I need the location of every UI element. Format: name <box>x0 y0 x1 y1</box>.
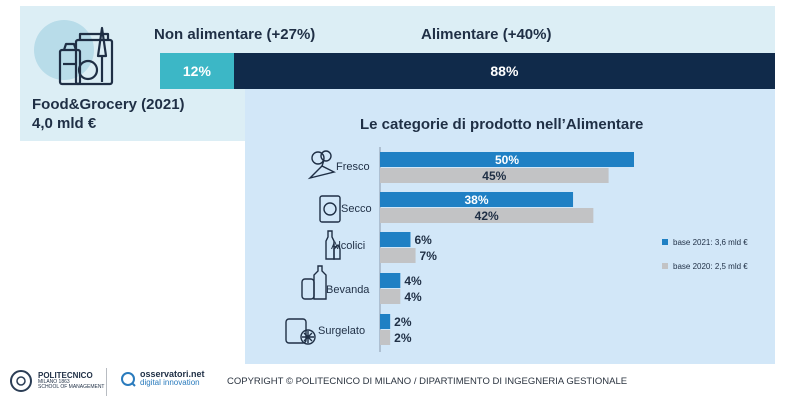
footer-divider-line <box>0 364 800 365</box>
value-label-2020-alcolici: 7% <box>420 249 438 263</box>
osservatori-mark-icon <box>121 371 136 387</box>
value-label-2020-fresco: 45% <box>482 169 506 183</box>
alimentare-label: Alimentare (+40%) <box>421 26 552 43</box>
polimi-seal-icon <box>10 370 32 392</box>
beverage-icon <box>301 265 327 300</box>
osservatori-name: osservatori.net <box>140 369 205 379</box>
legend-swatch-2021 <box>662 239 668 245</box>
polimi-name: POLITECNICO <box>38 371 93 380</box>
legend-item-2021: base 2021: 3,6 mld € <box>662 236 748 248</box>
polimi-logo: POLITECNICO MILANO 1863 SCHOOL OF MANAGE… <box>10 370 105 392</box>
packaged-food-icon <box>319 195 341 223</box>
legend-label-2020: base 2020: 2,5 mld € <box>673 261 748 271</box>
chart-legend: base 2021: 3,6 mld € base 2020: 2,5 mld … <box>662 236 748 284</box>
category-label-bevanda: Bevanda <box>326 284 370 296</box>
non-alimentare-label: Non alimentare (+27%) <box>154 26 316 43</box>
vegetables-icon <box>307 150 337 180</box>
copyright-text: COPYRIGHT © POLITECNICO DI MILANO / DIPA… <box>227 376 628 387</box>
frozen-food-icon <box>285 318 316 345</box>
non-alimentare-share: 12% <box>182 63 211 79</box>
bar-2020-fresco <box>380 168 609 183</box>
alimentare-share: 88% <box>490 63 519 79</box>
value-label-2021-fresco: 50% <box>495 153 519 167</box>
logo-divider <box>106 368 107 396</box>
bar-2021-alcolici <box>380 232 411 247</box>
osservatori-subtitle: digital innovation <box>140 378 200 387</box>
bar-2021-bevanda <box>380 273 401 288</box>
bottles-icon <box>325 230 341 260</box>
bar-2020-surgelato <box>380 330 391 345</box>
bar-2020-bevanda <box>380 289 401 304</box>
category-label-alcolici: Alcolici <box>331 240 365 252</box>
grocery-bag-icon <box>58 26 114 86</box>
value-label-2021-surgelato: 2% <box>394 315 412 329</box>
value-label-2020-bevanda: 4% <box>404 290 422 304</box>
value-label-2021-secco: 38% <box>465 193 489 207</box>
food-grocery-title: Food&Grocery (2021) <box>32 96 185 113</box>
polimi-subtitle-school: SCHOOL OF MANAGEMENT <box>38 384 105 390</box>
legend-swatch-2020 <box>662 263 668 269</box>
bar-2021-surgelato <box>380 314 391 329</box>
category-label-surgelato: Surgelato <box>318 325 365 337</box>
bar-2021-secco <box>380 192 574 207</box>
value-label-2021-alcolici: 6% <box>414 233 432 247</box>
osservatori-logo: osservatori.net digital innovation <box>120 370 205 387</box>
non-alimentare-segment: 12% <box>160 53 234 89</box>
polimi-subtitle-city: MILANO 1863 <box>38 379 70 385</box>
chart-panel <box>245 86 775 364</box>
bar-2021-fresco <box>380 152 634 167</box>
alimentare-segment: 88% <box>233 53 775 89</box>
share-bar: 12% 88% <box>160 53 775 89</box>
value-label-2020-secco: 42% <box>475 209 499 223</box>
food-grocery-value: 4,0 mld € <box>32 115 97 132</box>
polimi-subtitle: MILANO 1863 SCHOOL OF MANAGEMENT <box>38 380 105 390</box>
category-label-secco: Secco <box>341 203 372 215</box>
category-label-fresco: Fresco <box>336 161 370 173</box>
bar-2020-alcolici <box>380 248 416 263</box>
legend-item-2020: base 2020: 2,5 mld € <box>662 260 748 272</box>
value-label-2020-surgelato: 2% <box>394 331 412 345</box>
legend-label-2021: base 2021: 3,6 mld € <box>673 237 748 247</box>
chart-title: Le categorie di prodotto nell’Alimentare <box>360 116 644 133</box>
value-label-2021-bevanda: 4% <box>404 274 422 288</box>
bar-2020-secco <box>380 208 594 223</box>
